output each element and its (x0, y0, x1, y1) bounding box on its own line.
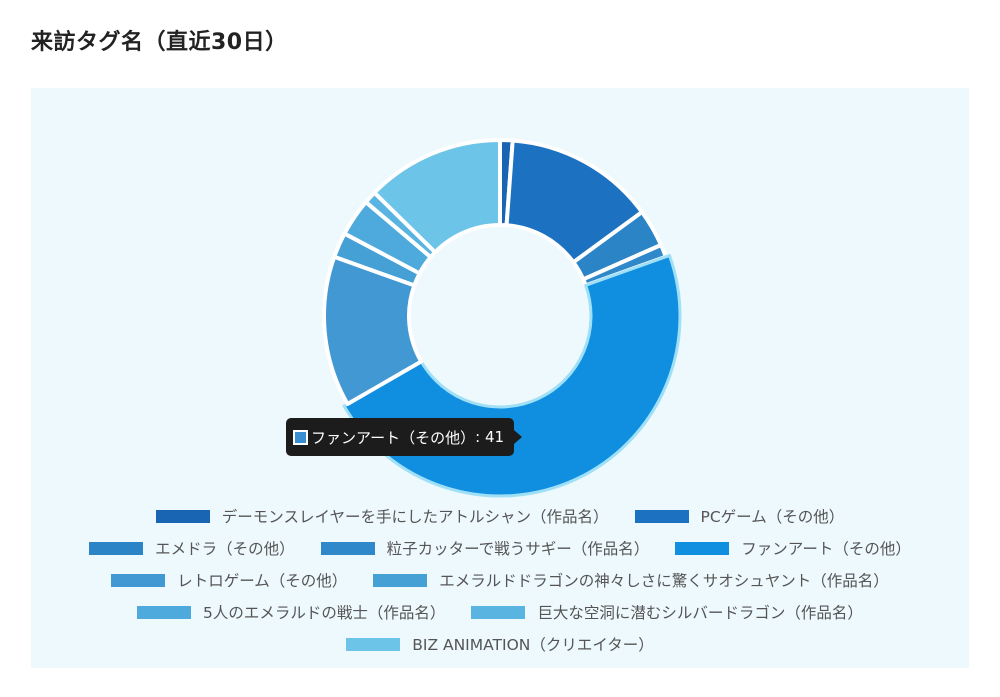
legend-label: PCゲーム（その他） (700, 508, 845, 526)
legend-item[interactable]: 粒子カッターで戦うサギー（作品名） (320, 537, 650, 559)
donut-slice[interactable] (372, 138, 502, 255)
legend-item[interactable]: BIZ ANIMATION（クリエイター） (346, 633, 654, 655)
legend-swatch (155, 509, 210, 523)
chart-tooltip: ファンアート（その他） : 41 (286, 418, 523, 456)
tooltip-swatch (293, 429, 308, 445)
tooltip-label: ファンアート（その他） (311, 428, 476, 447)
legend-label: 粒子カッターで戦うサギー（作品名） (386, 540, 650, 558)
legend-label: 5人のエメラルドの戦士（作品名） (203, 604, 446, 622)
legend-item[interactable]: ファンアート（その他） (675, 537, 911, 559)
legend-swatch (320, 541, 375, 555)
legend-swatch (111, 573, 166, 587)
legend-label: エメラルドドラゴンの神々しさに驚くサオシュヤント（作品名） (439, 572, 889, 590)
legend-label: レトロゲーム（その他） (177, 572, 348, 590)
legend-item[interactable]: エメラルドドラゴンの神々しさに驚くサオシュヤント（作品名） (373, 569, 889, 591)
legend-swatch (373, 573, 428, 587)
legend-item[interactable]: 巨大な空洞に潜むシルバードラゴン（作品名） (471, 601, 863, 623)
legend-row: 5人のエメラルドの戦士（作品名） 巨大な空洞に潜むシルバードラゴン（作品名） (0, 596, 1000, 628)
tooltip-separator: : (475, 428, 485, 446)
chart-title: 来訪タグ名（直近30日） (31, 30, 288, 55)
legend-label: BIZ ANIMATION（クリエイター） (412, 636, 654, 654)
legend-item[interactable]: デーモンスレイヤーを手にしたアトルシャン（作品名） (155, 505, 609, 527)
legend-row: デーモンスレイヤーを手にしたアトルシャン（作品名） PCゲーム（その他） (0, 500, 1000, 532)
legend-row: BIZ ANIMATION（クリエイター） (0, 628, 1000, 660)
chart-legend: デーモンスレイヤーを手にしたアトルシャン（作品名） PCゲーム（その他） エメドラ（… (0, 500, 1000, 660)
legend-swatch (137, 605, 192, 619)
legend-swatch (675, 541, 730, 555)
legend-row: レトロゲーム（その他） エメラルドドラゴンの神々しさに驚くサオシュヤント（作品名） (0, 564, 1000, 596)
legend-swatch (471, 605, 526, 619)
legend-item[interactable]: エメドラ（その他） (89, 537, 295, 559)
legend-item[interactable]: レトロゲーム（その他） (111, 569, 347, 591)
legend-swatch (89, 541, 144, 555)
legend-label: デーモンスレイヤーを手にしたアトルシャン（作品名） (221, 508, 609, 526)
legend-swatch (346, 637, 401, 651)
legend-item[interactable]: PCゲーム（その他） (634, 505, 845, 527)
legend-label: エメドラ（その他） (155, 540, 295, 558)
legend-label: 巨大な空洞に潜むシルバードラゴン（作品名） (537, 604, 863, 622)
tooltip-value: 41 (484, 428, 505, 446)
legend-item[interactable]: 5人のエメラルドの戦士（作品名） (137, 601, 445, 623)
legend-swatch (634, 509, 689, 523)
legend-row: エメドラ（その他） 粒子カッターで戦うサギー（作品名） ファンアート（その他） (0, 532, 1000, 564)
legend-label: ファンアート（その他） (741, 540, 911, 558)
